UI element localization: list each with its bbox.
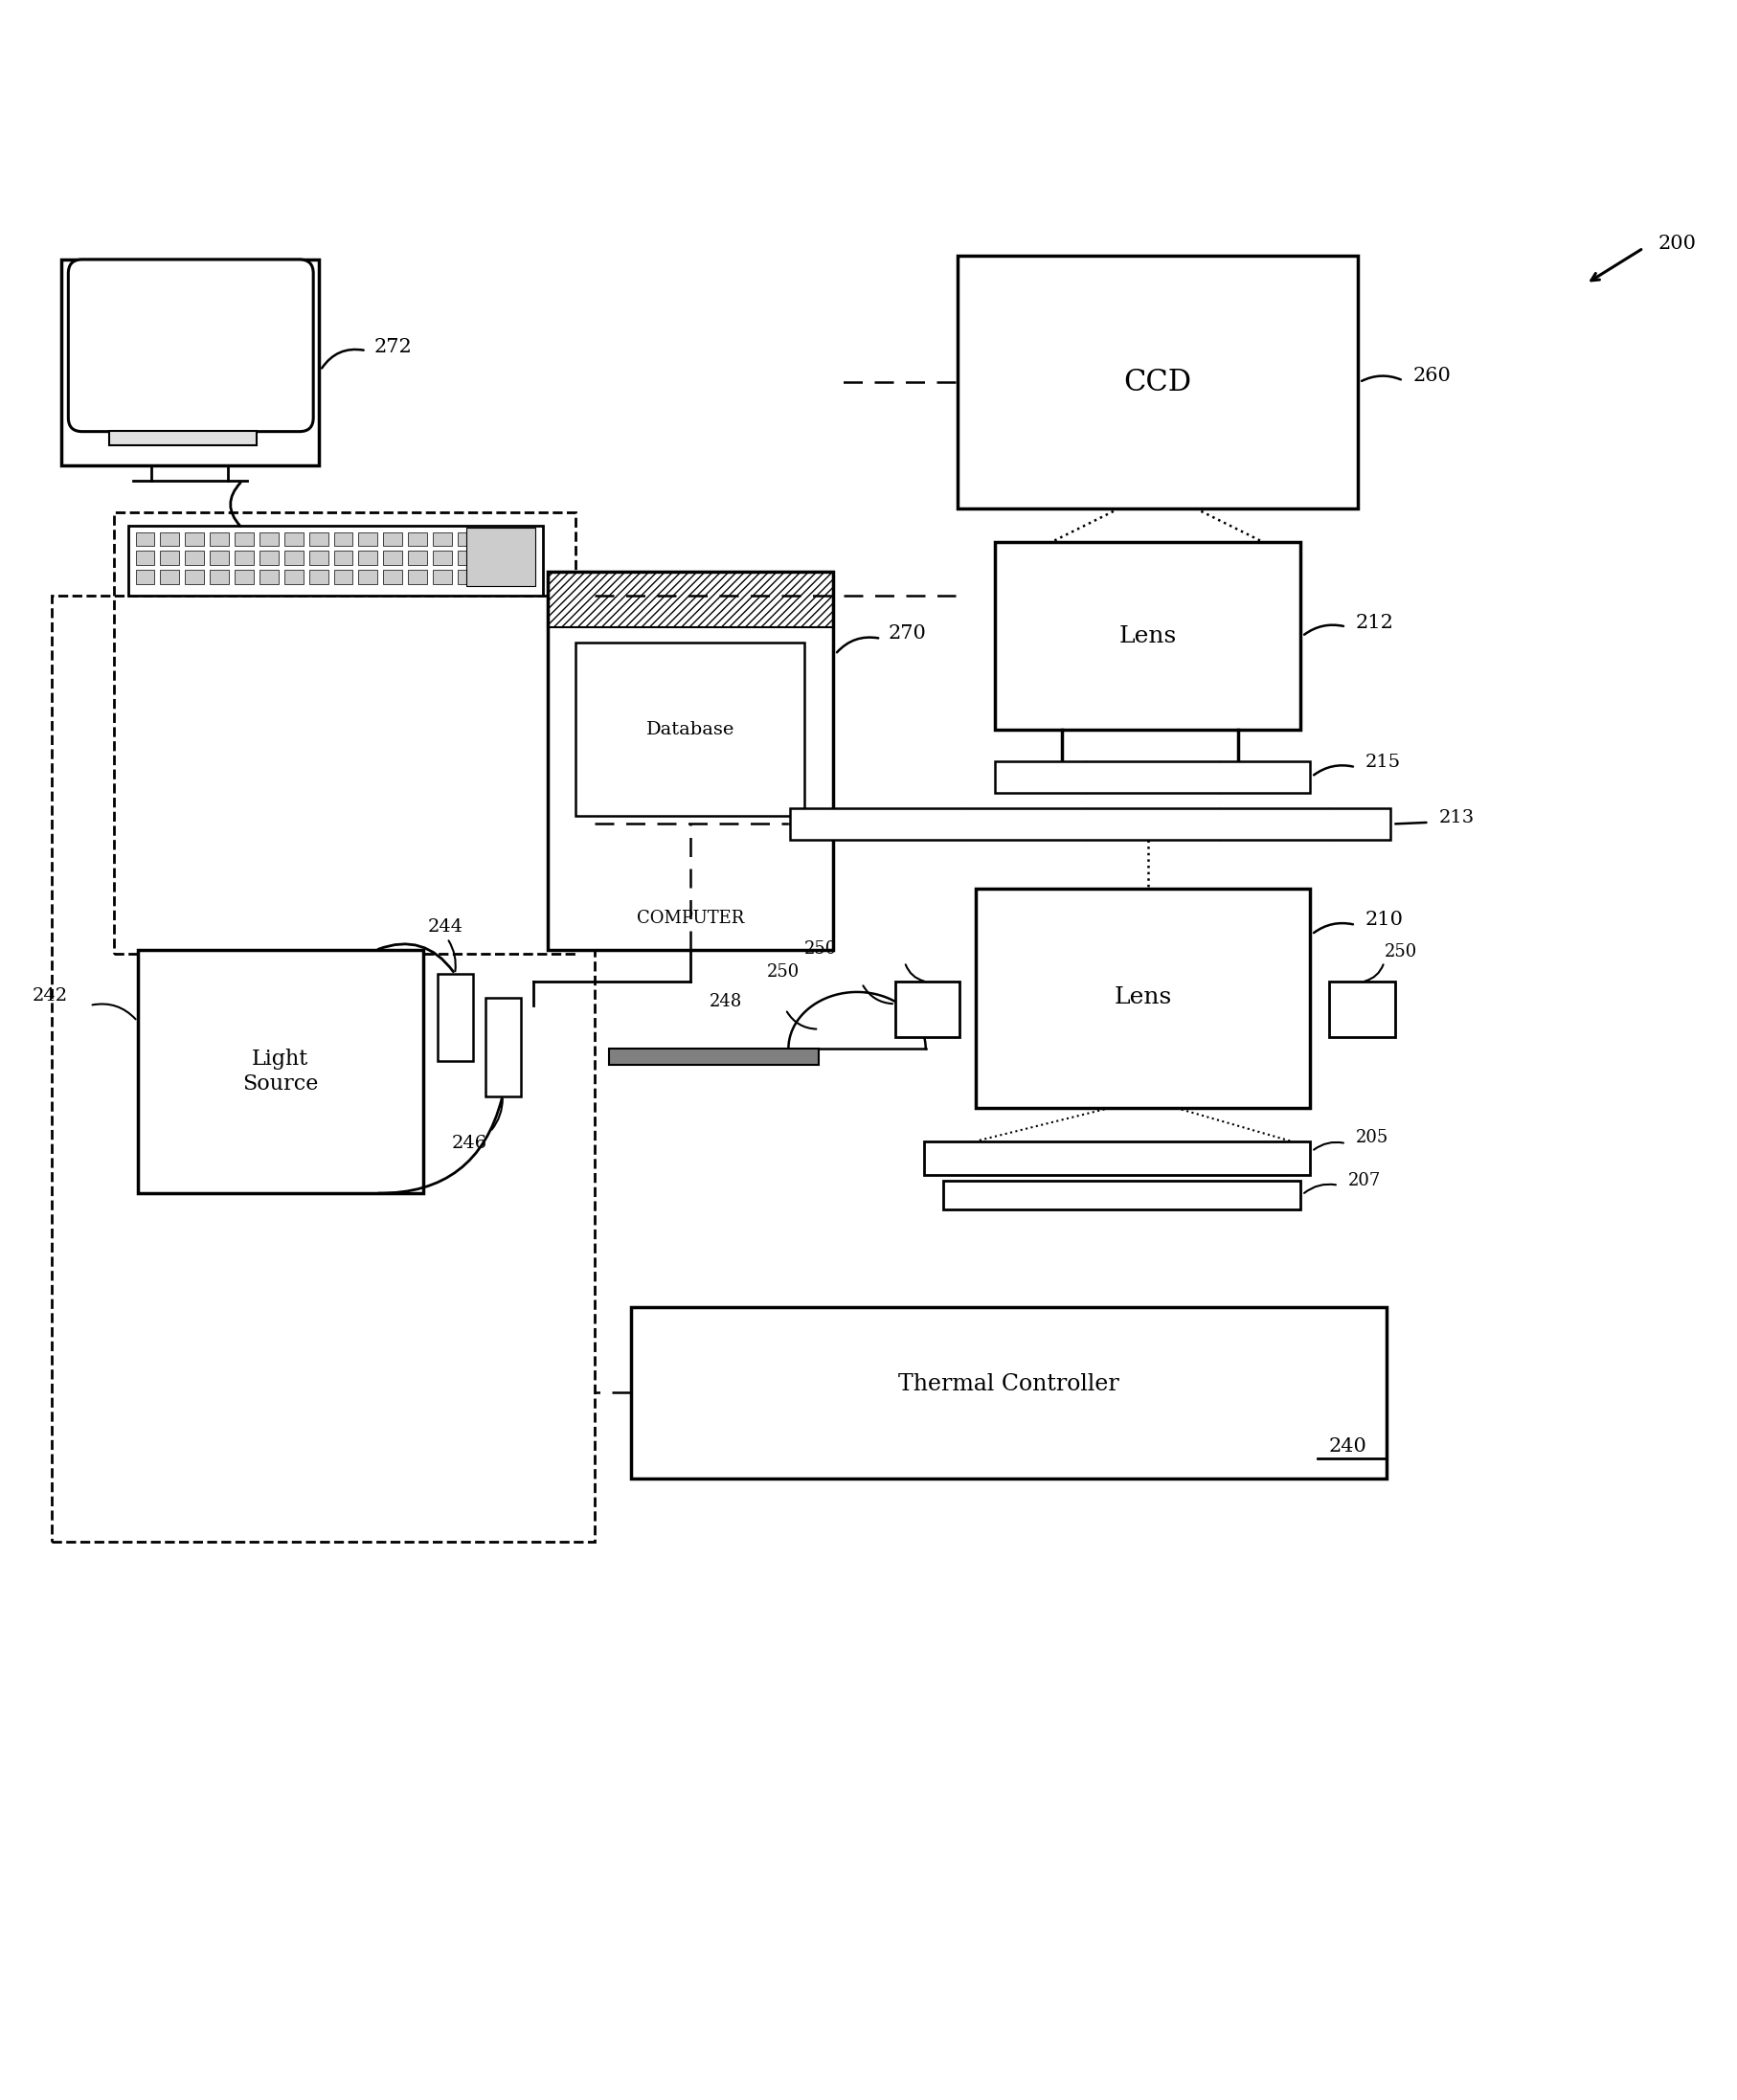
Text: 272: 272: [373, 338, 412, 355]
Bar: [52, 594, 594, 1541]
Bar: [285, 550, 304, 565]
Text: Light
Source: Light Source: [241, 1050, 318, 1094]
Bar: [547, 571, 832, 626]
Bar: [995, 542, 1299, 729]
Bar: [109, 430, 257, 445]
Bar: [61, 260, 318, 464]
Bar: [358, 531, 377, 546]
Bar: [408, 531, 427, 546]
Bar: [137, 949, 424, 1193]
Text: 200: 200: [1657, 235, 1695, 254]
Text: 250: 250: [766, 964, 799, 981]
Bar: [408, 569, 427, 584]
Text: 260: 260: [1412, 368, 1450, 384]
Bar: [309, 550, 328, 565]
Bar: [160, 550, 179, 565]
Bar: [184, 531, 203, 546]
Bar: [259, 569, 278, 584]
Bar: [457, 569, 476, 584]
Text: 242: 242: [33, 987, 68, 1004]
Bar: [408, 550, 427, 565]
Bar: [433, 531, 452, 546]
Bar: [129, 525, 542, 594]
Bar: [483, 550, 502, 565]
Bar: [995, 760, 1310, 792]
Text: Lens: Lens: [1119, 626, 1176, 647]
Text: 244: 244: [427, 918, 464, 934]
Text: 240: 240: [1329, 1436, 1367, 1455]
Bar: [1329, 983, 1395, 1037]
Text: 213: 213: [1438, 809, 1473, 825]
Bar: [285, 531, 304, 546]
Bar: [433, 569, 452, 584]
Text: 210: 210: [1364, 911, 1402, 930]
Bar: [113, 512, 575, 953]
Text: COMPUTER: COMPUTER: [636, 909, 743, 928]
Bar: [483, 569, 502, 584]
Bar: [631, 1306, 1386, 1478]
Bar: [976, 888, 1310, 1109]
Bar: [210, 531, 229, 546]
Text: 205: 205: [1355, 1130, 1388, 1147]
Text: 248: 248: [709, 993, 742, 1010]
Bar: [384, 550, 403, 565]
Bar: [160, 531, 179, 546]
Bar: [210, 550, 229, 565]
Bar: [507, 550, 526, 565]
Bar: [184, 569, 203, 584]
Bar: [259, 531, 278, 546]
Text: 212: 212: [1355, 613, 1393, 632]
Bar: [358, 569, 377, 584]
Bar: [547, 571, 832, 949]
Bar: [184, 550, 203, 565]
Bar: [234, 550, 254, 565]
Bar: [507, 531, 526, 546]
Text: CCD: CCD: [1122, 368, 1190, 397]
Bar: [135, 550, 155, 565]
Bar: [895, 983, 959, 1037]
Bar: [309, 569, 328, 584]
Bar: [466, 527, 535, 586]
Bar: [135, 531, 155, 546]
Text: Lens: Lens: [1113, 987, 1171, 1008]
Bar: [259, 550, 278, 565]
Bar: [358, 550, 377, 565]
Bar: [160, 569, 179, 584]
Text: 246: 246: [452, 1134, 488, 1153]
Bar: [457, 550, 476, 565]
Text: 215: 215: [1364, 754, 1400, 771]
Bar: [135, 569, 155, 584]
Bar: [334, 550, 353, 565]
Bar: [384, 531, 403, 546]
Bar: [943, 1180, 1299, 1210]
Bar: [610, 1048, 818, 1065]
Bar: [234, 569, 254, 584]
Bar: [507, 569, 526, 584]
Bar: [309, 531, 328, 546]
Bar: [483, 531, 502, 546]
Bar: [976, 1140, 1291, 1176]
Text: 207: 207: [1348, 1172, 1379, 1189]
Bar: [384, 569, 403, 584]
Bar: [957, 256, 1357, 508]
Bar: [285, 569, 304, 584]
Bar: [924, 1140, 1310, 1176]
Text: Thermal Controller: Thermal Controller: [898, 1373, 1119, 1394]
Bar: [234, 531, 254, 546]
FancyBboxPatch shape: [68, 260, 313, 430]
Bar: [457, 531, 476, 546]
Bar: [438, 974, 472, 1060]
Text: 270: 270: [888, 624, 926, 643]
Text: Database: Database: [646, 720, 735, 737]
Text: 250: 250: [804, 941, 837, 958]
Bar: [334, 569, 353, 584]
Bar: [575, 643, 804, 817]
Bar: [433, 550, 452, 565]
Text: 250: 250: [1383, 943, 1416, 960]
Bar: [790, 809, 1390, 840]
Bar: [210, 569, 229, 584]
Bar: [334, 531, 353, 546]
Bar: [485, 998, 521, 1096]
